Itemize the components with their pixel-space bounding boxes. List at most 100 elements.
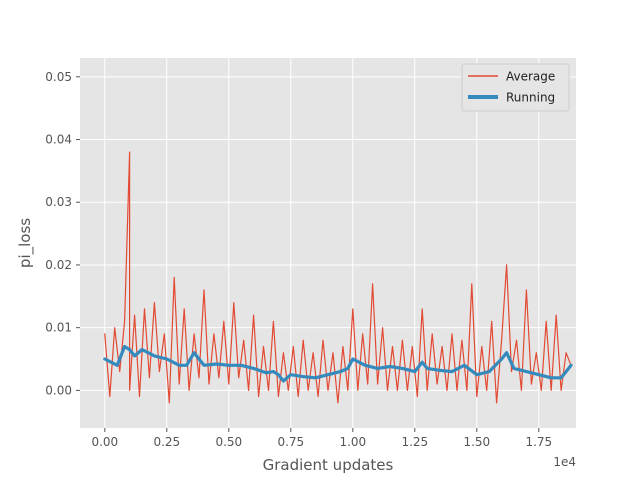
data-point-average — [511, 371, 512, 372]
x-tick-label: 1.00 — [339, 435, 366, 449]
data-point-average — [456, 390, 457, 391]
x-axis-label: Gradient updates — [263, 456, 394, 474]
y-tick-label: 0.01 — [45, 321, 72, 335]
legend-label-average: Average — [506, 70, 555, 84]
data-point-average — [198, 377, 199, 378]
data-point-average — [208, 384, 209, 385]
data-point-running — [166, 358, 167, 359]
data-point-average — [238, 377, 239, 378]
data-point-running — [327, 374, 328, 375]
data-point-running — [241, 365, 242, 366]
data-point-running — [340, 371, 341, 372]
data-point-average — [313, 352, 314, 353]
data-point-average — [134, 315, 135, 316]
data-point-average — [521, 390, 522, 391]
data-point-average — [531, 384, 532, 385]
data-point-average — [342, 346, 343, 347]
data-point-running — [414, 371, 415, 372]
data-point-average — [337, 402, 338, 403]
data-point-running — [117, 365, 118, 366]
data-point-average — [362, 333, 363, 334]
y-tick-label: 0.04 — [45, 133, 72, 147]
data-point-average — [149, 377, 150, 378]
data-point-average — [387, 390, 388, 391]
data-point-average — [109, 396, 110, 397]
data-point-average — [179, 384, 180, 385]
data-point-average — [516, 340, 517, 341]
x-tick-label: 0.75 — [277, 435, 304, 449]
data-point-average — [551, 390, 552, 391]
data-point-running — [464, 365, 465, 366]
data-point-average — [104, 333, 105, 334]
data-point-average — [561, 390, 562, 391]
data-point-average — [466, 390, 467, 391]
data-point-average — [322, 340, 323, 341]
data-point-running — [422, 362, 423, 363]
data-point-average — [268, 390, 269, 391]
data-point-running — [283, 380, 284, 381]
data-point-running — [427, 368, 428, 369]
data-point-average — [506, 264, 507, 265]
data-point-average — [129, 152, 130, 153]
data-point-average — [541, 390, 542, 391]
data-point-average — [546, 321, 547, 322]
data-point-running — [228, 365, 229, 366]
data-point-average — [213, 333, 214, 334]
data-point-running — [124, 346, 125, 347]
data-point-average — [481, 346, 482, 347]
data-point-average — [442, 346, 443, 347]
data-point-running — [570, 365, 571, 366]
data-point-average — [164, 333, 165, 334]
data-point-average — [154, 302, 155, 303]
data-point-average — [461, 340, 462, 341]
data-point-average — [189, 390, 190, 391]
data-point-average — [357, 390, 358, 391]
legend: Average Running — [461, 63, 570, 112]
plot-area — [80, 58, 576, 428]
data-point-average — [293, 346, 294, 347]
x-tick-label: 0.25 — [153, 435, 180, 449]
y-tick-label: 0.02 — [45, 258, 72, 272]
data-point-average — [407, 390, 408, 391]
data-point-average — [417, 396, 418, 397]
y-axis-label: pi_loss — [16, 218, 35, 268]
x-tick-label: 1.50 — [463, 435, 490, 449]
data-point-running — [365, 365, 366, 366]
data-point-average — [347, 390, 348, 391]
x-tick-label: 0.50 — [215, 435, 242, 449]
data-point-running — [186, 365, 187, 366]
data-point-average — [218, 377, 219, 378]
data-point-average — [372, 283, 373, 284]
data-point-running — [526, 371, 527, 372]
data-point-average — [446, 390, 447, 391]
data-point-average — [203, 289, 204, 290]
data-point-running — [179, 365, 180, 366]
data-point-average — [303, 340, 304, 341]
data-point-running — [194, 352, 195, 353]
data-point-average — [129, 390, 130, 391]
data-point-average — [556, 315, 557, 316]
data-point-average — [427, 390, 428, 391]
data-point-running — [273, 371, 274, 372]
data-point-average — [184, 308, 185, 309]
data-point-average — [318, 396, 319, 397]
data-point-running — [538, 374, 539, 375]
data-point-average — [397, 390, 398, 391]
data-point-average — [566, 352, 567, 353]
data-point-average — [476, 396, 477, 397]
data-point-average — [159, 371, 160, 372]
data-point-average — [223, 321, 224, 322]
data-point-average — [228, 384, 229, 385]
data-point-running — [216, 363, 217, 364]
y-tick-label: 0.05 — [45, 70, 72, 84]
data-point-running — [141, 349, 142, 350]
x-tick-label: 0.00 — [91, 435, 118, 449]
data-point-average — [114, 327, 115, 328]
data-point-average — [194, 333, 195, 334]
x-axis-offset-label: 1e4 — [553, 455, 576, 469]
data-point-average — [253, 315, 254, 316]
data-point-running — [561, 377, 562, 378]
data-point-running — [402, 368, 403, 369]
y-tick-label: 0.03 — [45, 195, 72, 209]
